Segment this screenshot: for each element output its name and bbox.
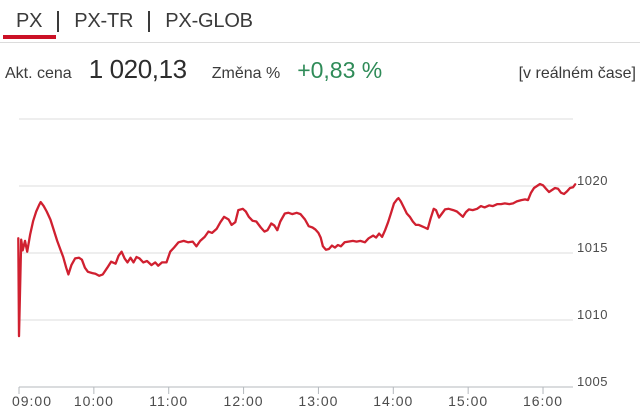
price-value: 1 020,13 [88, 54, 187, 84]
tab-px-tr[interactable]: PX-TR [74, 9, 134, 32]
x-axis-label: 14:00 [373, 393, 414, 409]
change-label: Změna % [211, 65, 281, 82]
tab-bar: PX PX-TR PX-GLOB [0, 0, 640, 43]
y-axis-label: 1010 [577, 307, 608, 322]
y-axis-label: 1020 [577, 173, 608, 188]
realtime-note: [v reálném čase] [518, 65, 636, 82]
change-value: +0,83 % [297, 57, 383, 83]
tab-divider [57, 10, 60, 32]
x-axis-label: 16:00 [522, 393, 564, 409]
tab-divider [148, 10, 151, 32]
x-axis-label: 10:00 [73, 393, 114, 409]
price-line-series [17, 182, 577, 338]
x-axis-label: 12:00 [223, 393, 264, 409]
tab-px-glob[interactable]: PX-GLOB [165, 9, 253, 32]
x-axis-label: 15:00 [448, 393, 489, 409]
price-label: Akt. cena [5, 65, 72, 82]
tab-px[interactable]: PX [0, 0, 57, 42]
x-axis-label: 09:00 [11, 393, 53, 409]
x-axis-label: 13:00 [298, 393, 339, 409]
y-axis-label: 1015 [577, 240, 608, 255]
quote-header: Akt. cena 1 020,13 Změna % +0,83 % [v re… [5, 54, 636, 86]
x-axis-label: 11:00 [149, 393, 189, 409]
y-axis-label: 1005 [577, 374, 608, 389]
